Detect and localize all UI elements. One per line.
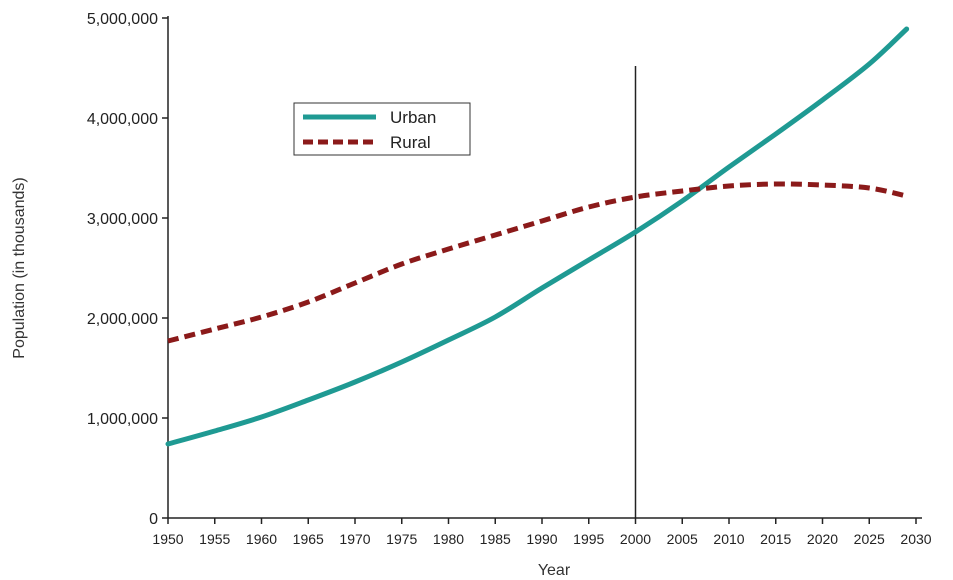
y-axis-ticks: 0 1,000,000 2,000,000 3,000,000 4,000,000 5,0… — [87, 11, 168, 528]
x-tick-label: 1965 — [293, 531, 324, 547]
x-tick-label: 2005 — [667, 531, 698, 547]
series-line-urban — [165, 26, 910, 447]
x-tick-label: 1970 — [339, 531, 370, 547]
x-tick-label: 1985 — [480, 531, 511, 547]
x-axis-ticks: 1950 1955 1960 1965 1970 1975 1980 1985 1990 1995… — [152, 518, 932, 547]
x-tick-label: 2015 — [760, 531, 791, 547]
y-tick-label: 5,000,000 — [87, 11, 158, 28]
x-tick-label: 2000 — [620, 531, 651, 547]
legend-label-urban: Urban — [390, 108, 436, 127]
y-tick-label: 1,000,000 — [87, 411, 158, 428]
y-tick-label: 0 — [149, 511, 158, 528]
legend-box — [293, 102, 471, 156]
series-line-rural — [167, 181, 908, 344]
y-tick-label: 4,000,000 — [87, 111, 158, 128]
x-axis-title: Year — [538, 562, 571, 579]
x-tick-label: 1980 — [433, 531, 464, 547]
y-tick-label: 2,000,000 — [87, 311, 158, 328]
y-tick-label: 3,000,000 — [87, 211, 158, 228]
legend: Urban Rural — [293, 102, 471, 156]
legend-label-rural: Rural — [390, 133, 431, 152]
x-tick-label: 1995 — [573, 531, 604, 547]
x-tick-label: 1950 — [152, 531, 183, 547]
x-tick-label: 2025 — [854, 531, 885, 547]
x-tick-label: 2010 — [713, 531, 744, 547]
x-tick-label: 1990 — [526, 531, 557, 547]
y-axis-title: Population (in thousands) — [11, 177, 28, 358]
series-group — [165, 26, 910, 447]
x-tick-label: 2030 — [900, 531, 931, 547]
x-tick-label: 1975 — [386, 531, 417, 547]
x-tick-label: 2020 — [807, 531, 838, 547]
x-tick-label: 1960 — [246, 531, 277, 547]
x-tick-label: 1955 — [199, 531, 230, 547]
